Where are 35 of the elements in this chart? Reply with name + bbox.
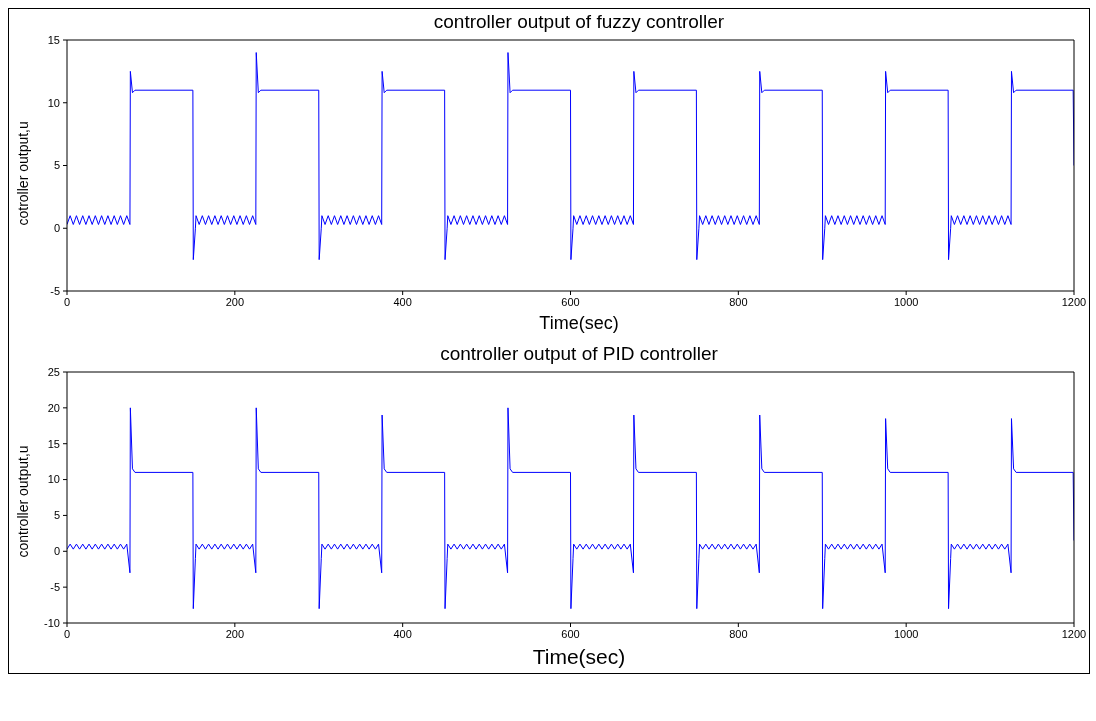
- chart-title: controller output of PID controller: [439, 342, 719, 366]
- line-series: [67, 407, 1074, 610]
- y-axis-title: cotroller output,u: [14, 121, 31, 226]
- x-tick-label: 200: [225, 627, 245, 640]
- x-tick-label: 200: [225, 295, 245, 308]
- y-tick-label: 15: [47, 33, 60, 46]
- x-tick-label: 0: [63, 295, 71, 308]
- chart-title: controller output of fuzzy controller: [432, 10, 726, 34]
- x-tick-label: 600: [561, 295, 580, 308]
- y-tick-label: 5: [53, 509, 60, 522]
- x-tick-label: 1000: [893, 295, 919, 308]
- x-tick-label: 1200: [1061, 295, 1087, 308]
- x-axis-title: Time(sec): [531, 645, 627, 670]
- y-tick-label: 0: [53, 545, 60, 558]
- y-tick-label: 25: [47, 365, 60, 378]
- line-series: [67, 52, 1074, 261]
- x-tick-label: 0: [63, 627, 71, 640]
- y-tick-label: 0: [53, 222, 60, 235]
- x-tick-label: 1000: [893, 627, 919, 640]
- x-tick-label: 600: [561, 627, 580, 640]
- y-tick-label: 10: [47, 96, 60, 109]
- x-tick-label: 800: [729, 295, 748, 308]
- y-tick-label: 5: [53, 159, 60, 172]
- y-tick-label: -5: [50, 581, 60, 594]
- y-tick-label: -5: [50, 284, 60, 297]
- y-axis-title: controller output,u: [14, 445, 31, 558]
- y-tick-label: 20: [47, 401, 60, 414]
- x-tick-label: 400: [393, 295, 412, 308]
- x-tick-label: 1200: [1061, 627, 1087, 640]
- y-tick-label: 15: [47, 437, 60, 450]
- y-tick-label: -10: [44, 616, 60, 629]
- y-tick-label: 10: [47, 473, 60, 486]
- x-axis-title: Time(sec): [538, 313, 620, 335]
- x-tick-label: 400: [393, 627, 412, 640]
- x-tick-label: 800: [729, 627, 748, 640]
